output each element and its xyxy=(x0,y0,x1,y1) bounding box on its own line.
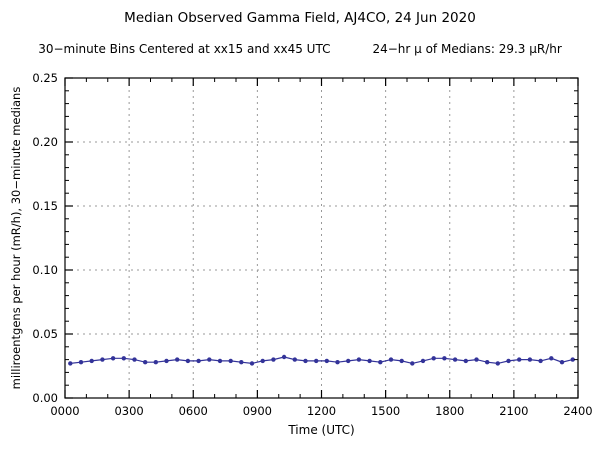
median-data-point xyxy=(249,361,255,366)
median-data-point xyxy=(314,358,319,364)
median-data-point xyxy=(303,358,308,364)
subtitle-bin-info: 30−minute Bins Centered at xx15 and xx45… xyxy=(38,42,331,56)
median-data-point xyxy=(356,357,362,362)
median-data-point xyxy=(292,357,297,362)
y-tick-label: 0.10 xyxy=(32,263,58,277)
median-data-point xyxy=(506,358,511,364)
median-data-point xyxy=(121,356,127,361)
median-data-point xyxy=(495,361,500,366)
median-data-point xyxy=(463,358,468,364)
median-data-point xyxy=(538,358,543,364)
median-data-point xyxy=(485,360,490,365)
x-tick-label: 0000 xyxy=(50,404,79,418)
median-data-point xyxy=(281,354,287,360)
median-data-point xyxy=(217,358,223,364)
median-data-point xyxy=(100,357,105,362)
median-data-point xyxy=(452,357,458,362)
median-data-point xyxy=(78,360,84,365)
x-tick-label: 0600 xyxy=(179,404,208,418)
y-tick-label: 0.05 xyxy=(32,327,58,341)
median-data-point xyxy=(442,356,447,361)
median-data-point xyxy=(175,357,180,362)
median-data-point xyxy=(271,357,276,362)
y-tick-label: 0.15 xyxy=(32,199,58,213)
median-data-point xyxy=(559,360,565,365)
median-data-point xyxy=(549,356,554,361)
median-data-point xyxy=(110,356,116,361)
median-data-point xyxy=(239,360,244,365)
median-data-point xyxy=(228,358,233,364)
x-tick-label: 0900 xyxy=(243,404,272,418)
x-tick-label: 1800 xyxy=(435,404,464,418)
median-data-point xyxy=(260,358,265,364)
median-data-point xyxy=(324,358,329,364)
median-data-point xyxy=(335,360,340,365)
x-tick-label: 0300 xyxy=(114,404,143,418)
median-data-point xyxy=(474,357,479,362)
y-tick-label: 0.20 xyxy=(32,135,58,149)
median-data-point xyxy=(196,358,201,364)
x-tick-label: 1200 xyxy=(307,404,336,418)
median-data-point xyxy=(378,360,383,365)
median-data-point xyxy=(89,358,94,364)
median-data-point xyxy=(132,357,137,362)
median-data-point xyxy=(207,357,212,362)
median-data-point xyxy=(185,358,191,364)
x-tick-label: 2400 xyxy=(563,404,592,418)
chart-title: Median Observed Gamma Field, AJ4CO, 24 J… xyxy=(124,10,476,26)
y-tick-label: 0.00 xyxy=(32,391,58,405)
x-tick-label: 2100 xyxy=(499,404,528,418)
subtitle-mean-of-medians: 24−hr μ of Medians: 29.3 μR/hr xyxy=(372,42,562,56)
median-data-point xyxy=(410,361,415,366)
median-data-point xyxy=(143,360,148,365)
x-axis-label: Time (UTC) xyxy=(287,423,354,437)
chart-subtitle: 30−minute Bins Centered at xx15 and xx45… xyxy=(0,42,600,56)
median-data-point xyxy=(570,357,575,362)
median-data-point xyxy=(527,357,533,362)
median-data-point xyxy=(420,358,426,364)
median-data-point xyxy=(431,356,436,361)
median-data-point xyxy=(367,358,372,364)
median-data-point xyxy=(68,361,73,366)
y-tick-label: 0.25 xyxy=(32,71,58,85)
median-data-point xyxy=(346,358,351,364)
x-tick-label: 1500 xyxy=(371,404,400,418)
y-axis-label: milliroentgens per hour (mR/h), 30−minut… xyxy=(9,87,23,390)
median-data-point xyxy=(164,358,169,364)
median-data-point xyxy=(517,357,522,362)
median-data-point xyxy=(388,357,394,362)
median-data-point xyxy=(153,360,158,365)
median-data-point xyxy=(399,358,404,364)
